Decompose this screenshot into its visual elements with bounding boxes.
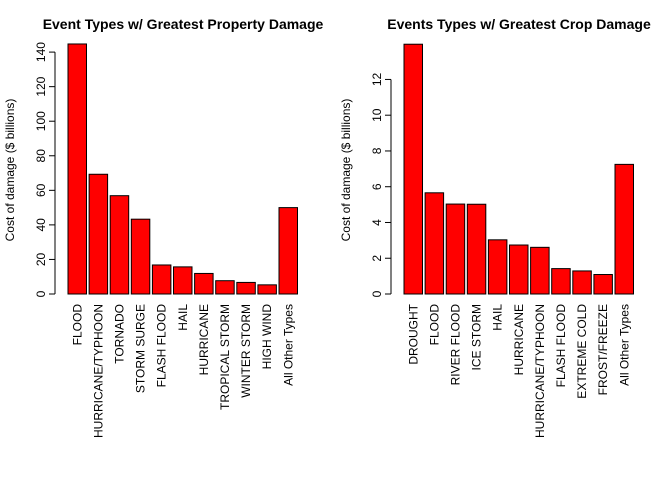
bar	[236, 281, 256, 295]
bar	[509, 244, 529, 295]
bar	[403, 43, 423, 295]
bar	[572, 270, 592, 295]
category-label: HAIL	[491, 304, 505, 331]
y-tick-label: 80	[34, 149, 48, 163]
bar	[257, 284, 277, 295]
category-label: FLASH FLOOD	[554, 304, 568, 388]
category-label: HIGH WIND	[260, 304, 274, 370]
y-tick-label: 8	[370, 147, 384, 154]
category-labels: DROUGHT FLOOD RIVER FLOOD ICE STORM HAIL HURR…	[406, 303, 631, 438]
y-tick-label: 0	[34, 290, 48, 297]
y-axis: 0 20 40 60 80 100 120 140	[34, 42, 56, 297]
category-label: WINTER STORM	[239, 304, 253, 398]
y-tick-label: 0	[370, 290, 384, 297]
category-label: HURRICANE	[512, 304, 526, 375]
bar	[130, 218, 151, 295]
property-damage-chart: Event Types w/ Greatest Property Damage …	[3, 16, 324, 438]
category-label: HURRICANE	[197, 304, 211, 375]
category-label: RIVER FLOOD	[448, 304, 462, 386]
y-axis: 0 2 4 6 8 10 12	[370, 72, 392, 297]
category-label: FLOOD	[427, 304, 441, 346]
category-label: ICE STORM	[470, 304, 484, 370]
bar	[278, 207, 298, 295]
category-label: FLOOD	[70, 304, 84, 346]
bar	[487, 239, 508, 295]
y-tick-label: 10	[370, 108, 384, 122]
y-tick-label: 6	[370, 183, 384, 190]
y-tick-label: 100	[34, 111, 48, 131]
category-label: DROUGHT	[406, 303, 420, 364]
category-label: FLASH FLOOD	[155, 304, 169, 388]
y-axis-title: Cost of damage ($ billions)	[3, 99, 17, 242]
y-tick-label: 60	[34, 183, 48, 197]
chart-title: Events Types w/ Greatest Crop Damage	[387, 16, 651, 32]
y-tick-label: 120	[34, 76, 48, 96]
bars	[403, 43, 634, 295]
y-tick-label: 140	[34, 42, 48, 62]
category-label: EXTREME COLD	[575, 304, 589, 399]
bar	[593, 274, 613, 295]
bar	[88, 173, 109, 295]
category-label: All Other Types	[281, 304, 295, 386]
y-tick-label: 40	[34, 218, 48, 232]
category-label: HURRICANE/TYPHOON	[91, 304, 105, 438]
y-axis-title: Cost of damage ($ billions)	[339, 99, 353, 242]
bar	[424, 192, 445, 295]
category-label: STORM SURGE	[134, 304, 148, 393]
bar	[445, 203, 466, 295]
bar	[551, 268, 571, 295]
bar	[194, 272, 214, 295]
category-label: FROST/FREEZE	[596, 304, 610, 395]
bar	[67, 43, 87, 295]
bar	[466, 203, 487, 295]
bar	[109, 195, 130, 295]
crop-damage-chart: Events Types w/ Greatest Crop Damage Cos…	[339, 16, 651, 438]
category-labels: FLOOD HURRICANE/TYPHOON TORNADO STORM SURGE…	[70, 304, 295, 438]
category-label: TORNADO	[112, 304, 126, 364]
bar	[151, 264, 172, 295]
category-label: TROPICAL STORM	[218, 304, 232, 410]
bar	[530, 246, 550, 295]
bar	[215, 280, 235, 295]
y-tick-label: 2	[370, 255, 384, 262]
y-tick-label: 4	[370, 219, 384, 226]
y-tick-label: 12	[370, 72, 384, 86]
category-label: HAIL	[176, 304, 190, 331]
bar	[614, 163, 634, 295]
bars	[67, 43, 298, 295]
category-label: All Other Types	[617, 304, 631, 386]
bar	[173, 266, 193, 295]
y-tick-label: 20	[34, 252, 48, 266]
category-label: HURRICANE/TYPHOON	[533, 304, 547, 438]
chart-title: Event Types w/ Greatest Property Damage	[43, 16, 324, 32]
